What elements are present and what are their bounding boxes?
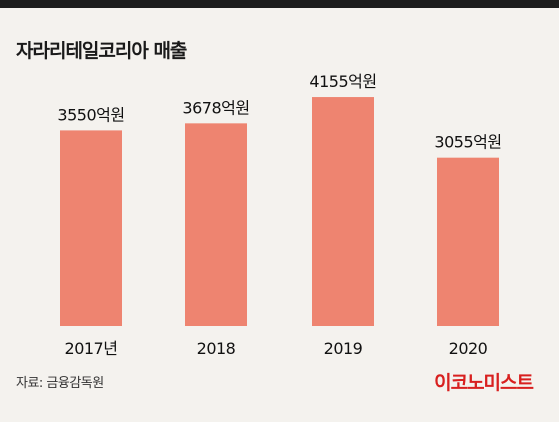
category-label-2019: 2019	[324, 339, 363, 358]
bar-2017년	[60, 130, 122, 326]
bar-2020	[437, 157, 499, 326]
category-label-2017년: 2017년	[65, 339, 118, 358]
source-note: 자료: 금융감독원	[16, 376, 104, 391]
bar-2018	[185, 123, 247, 327]
bar-2019	[312, 97, 374, 326]
value-label-2020: 3055억원	[434, 133, 501, 152]
brand-logo: 이코노미스트	[434, 372, 534, 394]
value-label-2017년: 3550억원	[57, 105, 124, 124]
category-label-2018: 2018	[197, 339, 236, 358]
category-label-2020: 2020	[449, 339, 488, 358]
chart-title: 자라리테일코리아 매출	[16, 40, 187, 62]
value-label-2018: 3678억원	[182, 98, 249, 117]
top-accent-bar	[0, 0, 559, 8]
value-label-2019: 4155억원	[309, 72, 376, 91]
